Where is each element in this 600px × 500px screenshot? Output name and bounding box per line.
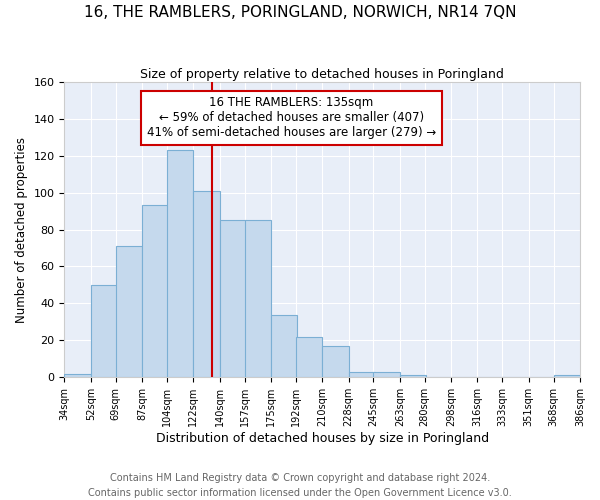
Bar [400, 376, 426, 378]
Bar [296, 336, 322, 378]
Bar [271, 314, 298, 378]
Y-axis label: Number of detached properties: Number of detached properties [15, 136, 28, 322]
Text: Contains HM Land Registry data © Crown copyright and database right 2024.
Contai: Contains HM Land Registry data © Crown c… [88, 472, 512, 498]
Bar [245, 220, 271, 378]
Text: 16, THE RAMBLERS, PORINGLAND, NORWICH, NR14 7QN: 16, THE RAMBLERS, PORINGLAND, NORWICH, N… [84, 5, 516, 20]
Bar [373, 372, 400, 378]
X-axis label: Distribution of detached houses by size in Poringland: Distribution of detached houses by size … [155, 432, 489, 445]
Bar [116, 246, 142, 378]
Bar [322, 346, 349, 378]
Bar [91, 285, 117, 378]
Bar [220, 220, 246, 378]
Bar [193, 190, 220, 378]
Bar [554, 376, 580, 378]
Bar [64, 374, 91, 378]
Bar [349, 372, 375, 378]
Bar [142, 206, 169, 378]
Bar [167, 150, 193, 378]
Text: 16 THE RAMBLERS: 135sqm
← 59% of detached houses are smaller (407)
41% of semi-d: 16 THE RAMBLERS: 135sqm ← 59% of detache… [146, 96, 436, 140]
Title: Size of property relative to detached houses in Poringland: Size of property relative to detached ho… [140, 68, 504, 80]
